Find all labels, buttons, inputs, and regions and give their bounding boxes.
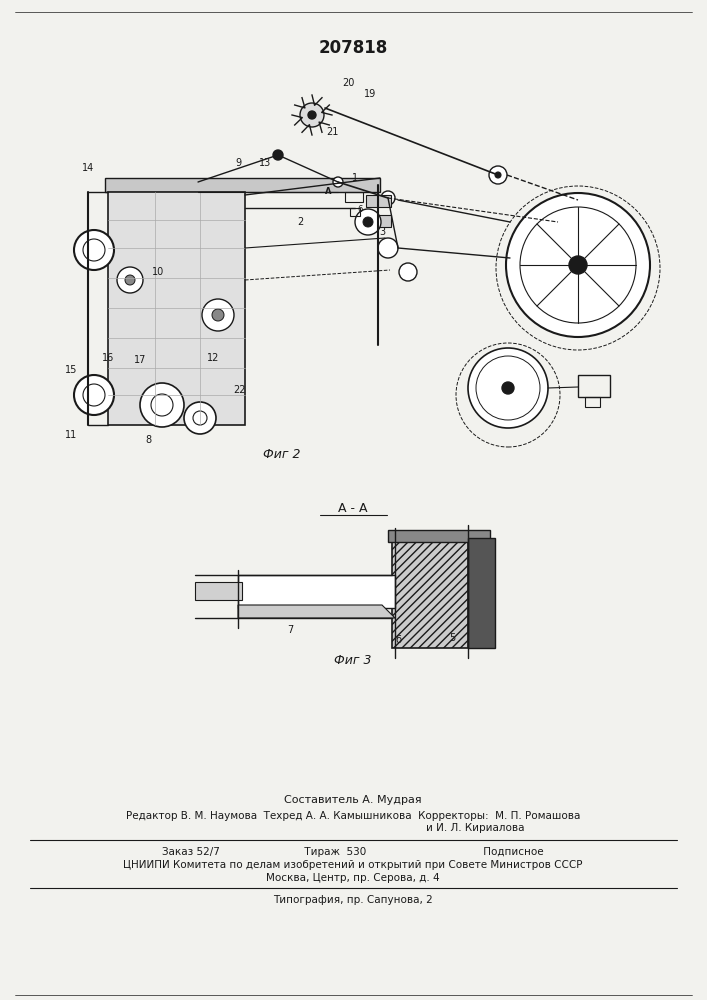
- Text: А - А: А - А: [338, 502, 368, 514]
- Text: Фиг 2: Фиг 2: [263, 448, 300, 462]
- Circle shape: [212, 309, 224, 321]
- Text: ЦНИИПИ Комитета по делам изобретений и открытий при Совете Министров СССР: ЦНИИПИ Комитета по делам изобретений и о…: [123, 860, 583, 870]
- Text: 6: 6: [357, 206, 363, 215]
- Circle shape: [305, 108, 319, 122]
- Circle shape: [202, 299, 234, 331]
- Polygon shape: [468, 538, 495, 648]
- Circle shape: [333, 177, 343, 187]
- Text: Редактор В. М. Наумова  Техред А. А. Камышникова  Корректоры:  М. П. Ромашова: Редактор В. М. Наумова Техред А. А. Камы…: [126, 811, 580, 821]
- Circle shape: [273, 150, 283, 160]
- Circle shape: [381, 191, 395, 205]
- Polygon shape: [195, 582, 242, 600]
- Text: 2: 2: [297, 217, 303, 227]
- Bar: [350, 208, 360, 216]
- Text: 207818: 207818: [318, 39, 387, 57]
- Circle shape: [140, 383, 184, 427]
- Circle shape: [399, 263, 417, 281]
- Text: 16: 16: [102, 353, 114, 363]
- Circle shape: [300, 103, 324, 127]
- Text: 19: 19: [364, 89, 376, 99]
- Text: 8: 8: [145, 435, 151, 445]
- Polygon shape: [238, 575, 395, 608]
- Bar: [366, 195, 391, 207]
- Circle shape: [378, 238, 398, 258]
- Text: 14: 14: [82, 163, 94, 173]
- Circle shape: [184, 402, 216, 434]
- Polygon shape: [392, 538, 468, 648]
- Text: 17: 17: [134, 355, 146, 365]
- Circle shape: [117, 267, 143, 293]
- Circle shape: [502, 382, 514, 394]
- Circle shape: [468, 348, 548, 428]
- Text: 11: 11: [65, 430, 77, 440]
- Text: 7: 7: [287, 625, 293, 635]
- Bar: [366, 215, 391, 227]
- Text: Типография, пр. Сапунова, 2: Типография, пр. Сапунова, 2: [273, 895, 433, 905]
- Polygon shape: [238, 605, 395, 618]
- Circle shape: [308, 111, 316, 119]
- Text: 9: 9: [235, 158, 241, 168]
- Circle shape: [355, 209, 381, 235]
- Text: 15: 15: [65, 365, 77, 375]
- Text: 1: 1: [352, 173, 358, 183]
- Circle shape: [506, 193, 650, 337]
- Bar: [345, 192, 363, 202]
- Bar: [585, 397, 600, 407]
- Circle shape: [495, 172, 501, 178]
- Circle shape: [569, 256, 587, 274]
- Text: 20: 20: [341, 78, 354, 88]
- Text: 10: 10: [152, 267, 164, 277]
- Text: 22: 22: [234, 385, 246, 395]
- Text: Составитель А. Мудрая: Составитель А. Мудрая: [284, 795, 422, 805]
- Text: 13: 13: [259, 158, 271, 168]
- Polygon shape: [105, 178, 380, 192]
- Circle shape: [74, 230, 114, 270]
- Circle shape: [489, 166, 507, 184]
- Text: 3: 3: [379, 227, 385, 237]
- Polygon shape: [108, 192, 245, 425]
- Text: 12: 12: [207, 353, 219, 363]
- Circle shape: [125, 275, 135, 285]
- Text: Заказ 52/7                          Тираж  530                                  : Заказ 52/7 Тираж 530: [162, 847, 544, 857]
- Text: 21: 21: [326, 127, 338, 137]
- Polygon shape: [388, 530, 490, 542]
- Text: Москва, Центр, пр. Серова, д. 4: Москва, Центр, пр. Серова, д. 4: [267, 873, 440, 883]
- Text: 5: 5: [449, 633, 455, 643]
- Text: и И. Л. Кириалова: и И. Л. Кириалова: [426, 823, 525, 833]
- Circle shape: [386, 196, 390, 200]
- Text: A: A: [325, 188, 332, 196]
- Circle shape: [363, 217, 373, 227]
- Text: б: б: [395, 635, 401, 645]
- Bar: [578, 375, 610, 397]
- Text: Фиг 3: Фиг 3: [334, 654, 372, 666]
- Circle shape: [74, 375, 114, 415]
